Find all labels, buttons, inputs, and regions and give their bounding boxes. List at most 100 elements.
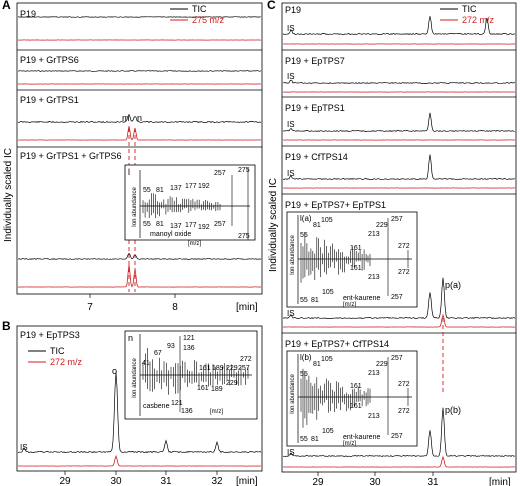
inset-label: n (128, 333, 133, 343)
panel-c-label: C (267, 0, 276, 12)
inset-bottom-label: 229 (226, 380, 238, 387)
peak-label-n: n (137, 113, 142, 123)
legend-tic-label: TIC (50, 346, 65, 356)
inset-bottom-label: 55 (300, 297, 308, 304)
peak-label-o: o (112, 366, 117, 376)
inset-compound: ent-kaurene (343, 295, 380, 302)
inset-bottom-label: 121 (171, 400, 183, 407)
inset-spectrum (300, 357, 409, 435)
inset-bottom-label: 136 (181, 408, 193, 415)
inset-bottom-label: 137 (170, 223, 182, 230)
inset-top-label: 161 (199, 365, 211, 372)
inset-top-label: 192 (198, 183, 210, 190)
inset-compound: casbene (143, 403, 170, 410)
panel-b: B P19 + EpTPS3 TIC 272 m/z o IS n Ion ab… (2, 319, 263, 486)
internal-standard-label: IS (287, 120, 295, 129)
trace-label: P19 + EpTPS1 (285, 103, 345, 113)
inset-bottom-label: 177 (185, 222, 197, 229)
panel-a-label: A (2, 0, 11, 12)
inset-top-label: 177 (185, 183, 197, 190)
ion-trace (283, 313, 516, 328)
trace-label: P19 + EpTPS7+ CfTPS14 (285, 339, 389, 349)
inset-top-label: 55 (300, 232, 308, 239)
inset-compound: manoyl oxide (150, 231, 191, 238)
tic-trace (282, 277, 516, 319)
inset-top-label: 272 (398, 381, 410, 388)
panel-c: C Individually scaled IC TIC 272 m/z P19… (267, 0, 517, 486)
internal-standard-label: IS (287, 309, 295, 318)
inset-spectrum (300, 218, 409, 296)
inset-top-label: 229 (376, 222, 388, 229)
tic-trace (282, 154, 516, 180)
tic-trace (282, 16, 516, 36)
inset-bottom-label: 257 (214, 221, 226, 228)
panel-a-inset: l Ion abundance 55 81 137 177 192 257 27… (124, 164, 256, 247)
ion-trace (17, 454, 262, 467)
internal-standard-label: IS (287, 24, 295, 33)
inset-top-label: 257 (238, 365, 250, 372)
inset-top-label: 55 (143, 187, 151, 194)
inset-top-label: 213 (368, 370, 380, 377)
tic-trace (283, 79, 516, 84)
inset-top-label: 121 (183, 335, 195, 342)
inset-top-label: 105 (321, 217, 333, 224)
inset-top-label: 257 (391, 355, 403, 362)
inset-top-label: 272 (398, 243, 410, 250)
inset-top-label: 105 (321, 356, 333, 363)
inset-bottom-label: 161 (197, 385, 209, 392)
trace-label: P19 + GrTPS1 + GrTPS6 (20, 151, 122, 161)
x-axis-label: [min] (236, 476, 258, 486)
inset-bottom-label: 192 (198, 224, 210, 231)
inset-bottom-label: 213 (368, 274, 380, 281)
inset-ylabel: Ion abundance (132, 186, 138, 226)
inset-top-label: 81 (156, 187, 164, 194)
peak-label-m: m (122, 113, 130, 123)
panel-c-inset-a: l(a) Ion abundance 55 81 105 161 213 229… (286, 211, 418, 308)
panel-b-label: B (2, 319, 11, 333)
legend-ion-label: 272 m/z (462, 15, 495, 25)
panel-a: A Individually scaled IC TIC 275 m/z P19… (2, 0, 263, 313)
x-tick-label: 7 (87, 302, 93, 313)
inset-top-label: 229 (376, 361, 388, 368)
inset-top-label: 55 (300, 371, 308, 378)
panel-b-frame (16, 325, 263, 472)
ion-trace (282, 455, 516, 468)
x-tick-label: 30 (110, 476, 122, 486)
tic-trace (282, 407, 516, 457)
inset-bottom-label: 257 (391, 433, 403, 440)
inset-bottom-label: 55 (300, 436, 308, 443)
inset-top-label: 67 (154, 350, 162, 357)
x-tick-label: 32 (211, 476, 223, 486)
inset-compound: ent-kaurene (343, 434, 380, 441)
panel-c-frame (281, 2, 517, 473)
trace-label: P19 + CfTPS14 (285, 152, 348, 162)
x-tick-label: 30 (369, 477, 381, 486)
panel-c-inset-b: l(b) Ion abundance 55 81 105 161 213 229… (286, 350, 418, 447)
inset-top-label: 229 (226, 365, 238, 372)
inset-xlabel: [m/z] (343, 302, 356, 308)
trace-label: P19 (20, 9, 36, 19)
inset-top-label: 136 (183, 345, 195, 352)
inset-frame (124, 164, 256, 241)
trace-label: P19 + GrTPS6 (20, 55, 79, 65)
inset-top-label: 137 (170, 185, 182, 192)
inset-bottom-label: 161 (350, 265, 362, 272)
inset-spectrum (142, 168, 249, 240)
inset-bottom-label: 272 (398, 269, 410, 276)
x-tick-label: 31 (160, 476, 172, 486)
internal-standard-label: IS (287, 448, 295, 457)
legend-ion-label: 272 m/z (50, 357, 83, 367)
trace-label: P19 (285, 5, 301, 15)
trace-label: P19 + EpTPS7 (285, 56, 345, 66)
inset-ylabel: Ion abundance (132, 357, 138, 397)
internal-standard-label: IS (20, 443, 28, 452)
tic-trace (18, 70, 262, 72)
inset-top-label: 41 (142, 360, 150, 367)
inset-top-label: 81 (313, 361, 321, 368)
inset-bottom-label: 189 (211, 386, 223, 393)
inset-xlabel: [m/z] (188, 241, 201, 247)
peak-label-pa: p(a) (445, 280, 461, 290)
inset-top-label: 93 (167, 343, 175, 350)
inset-xlabel: [m/z] (210, 409, 223, 415)
